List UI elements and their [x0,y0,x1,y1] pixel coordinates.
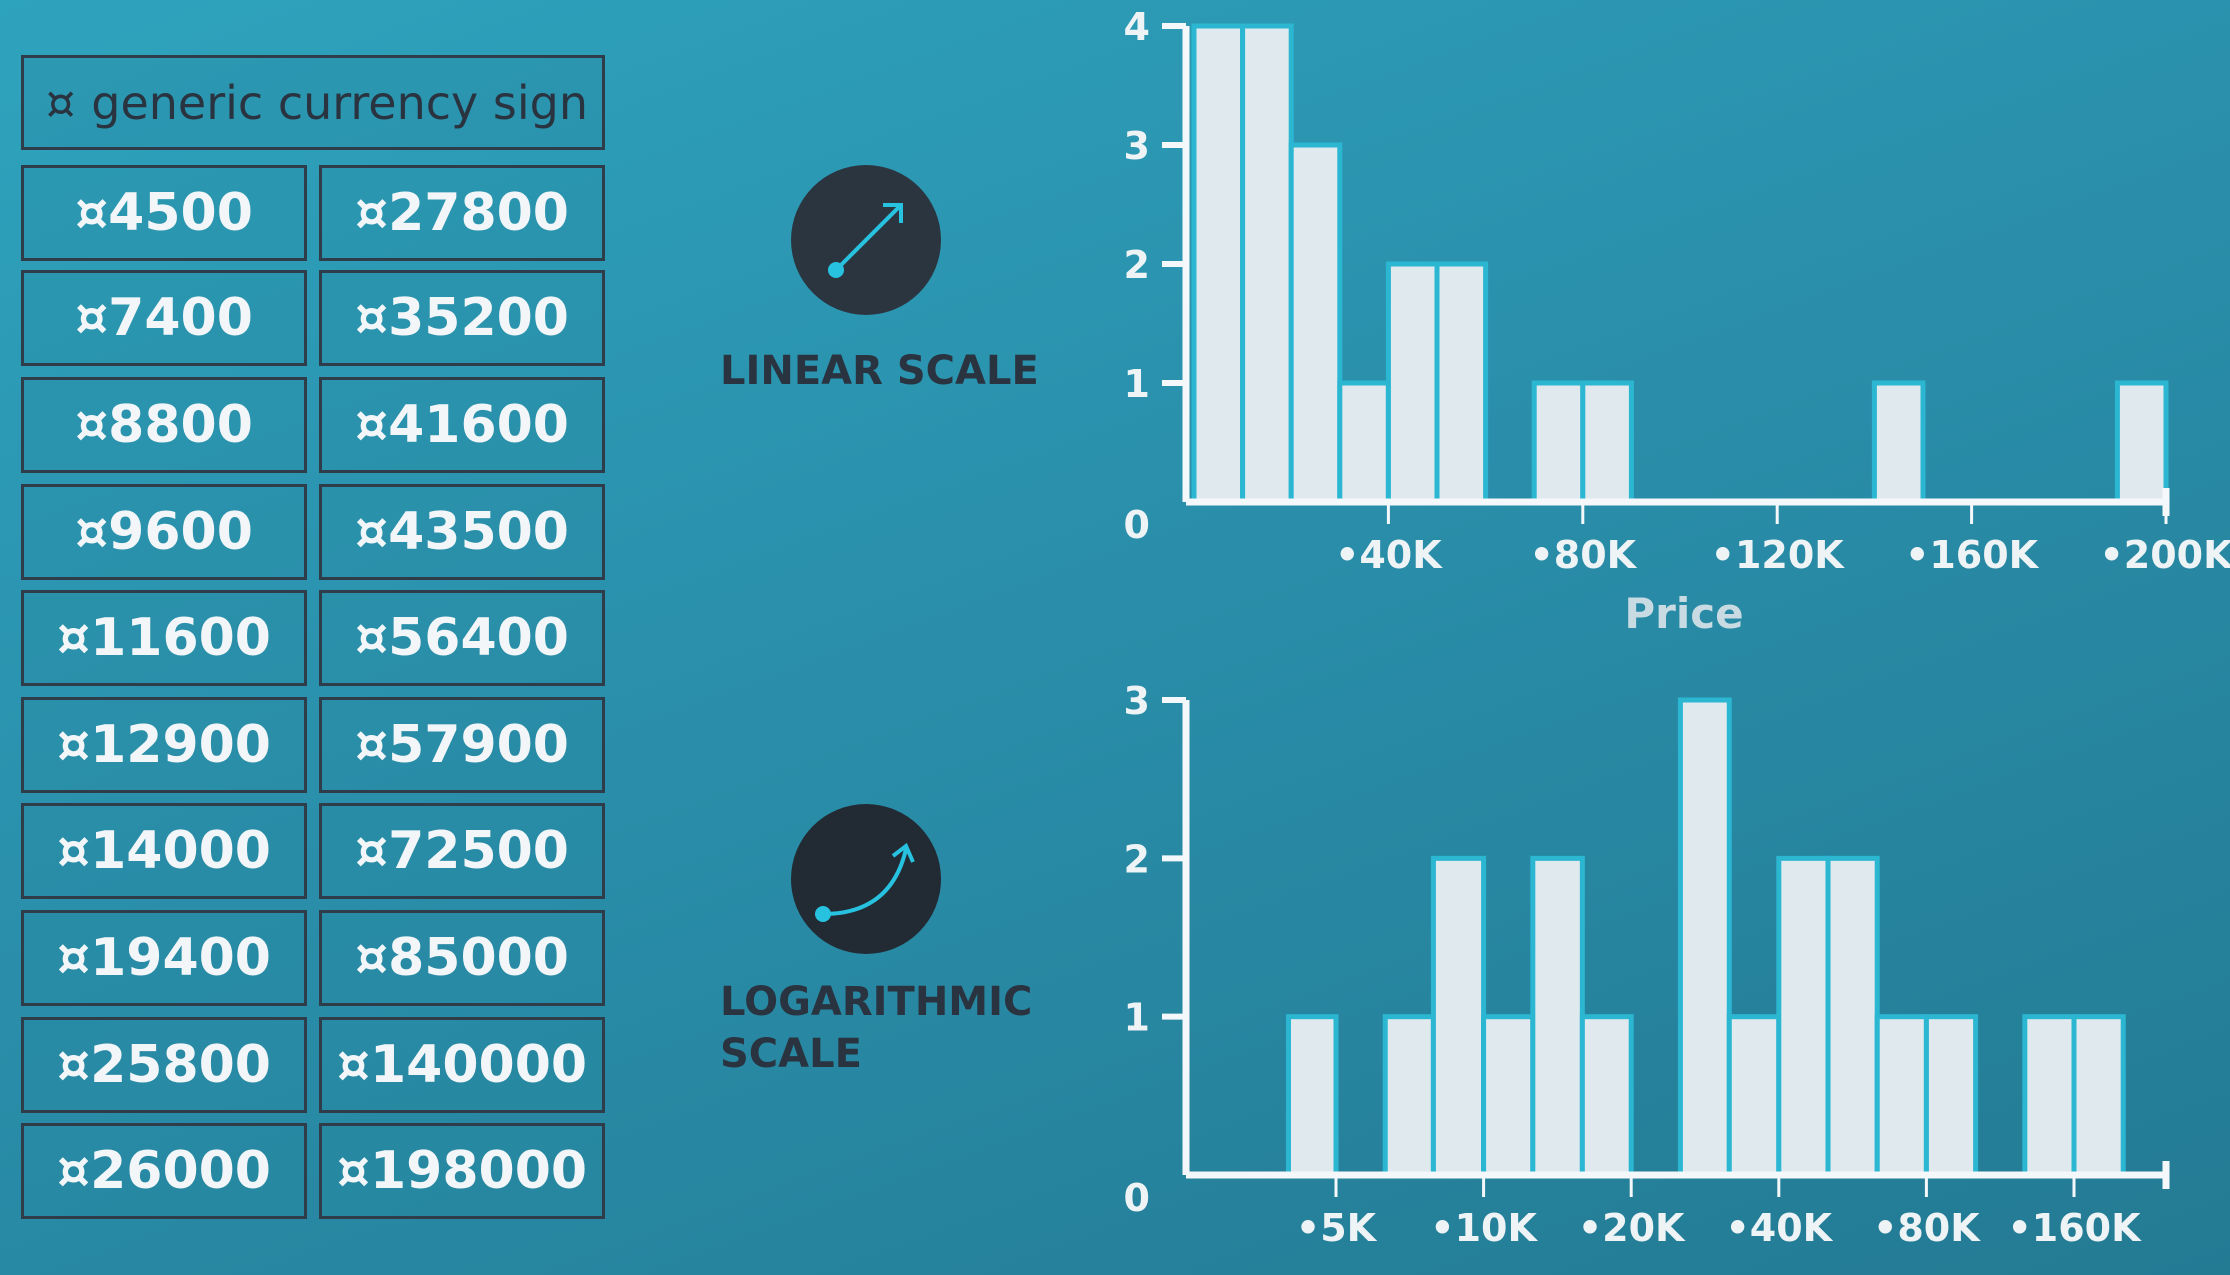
log-histogram-bar [2022,1014,2077,1178]
linear-histogram-y-tick-label: 3 [1124,124,1150,168]
price-cell: ¤25800 [21,1017,307,1113]
log-histogram-bar [1285,1014,1339,1178]
linear-histogram-y-tick-label: 0 [1124,503,1150,547]
log-histogram-bar [1382,1014,1436,1178]
price-cell: ¤8800 [21,377,307,473]
log-histogram-bar [1776,855,1831,1178]
price-cell: ¤26000 [21,1123,307,1219]
linear-scale-label: LINEAR SCALE [720,348,1039,394]
log-histogram-bar [1579,1014,1634,1178]
price-cell: ¤19400 [21,910,307,1006]
linear-histogram-y-tick-label: 2 [1124,243,1150,287]
linear-histogram-y-tick-label: 1 [1124,362,1150,406]
linear-histogram-x-tick-label: •40K [1335,533,1443,577]
price-cell: ¤35200 [319,270,605,366]
price-cell: ¤57900 [319,697,605,793]
linear-histogram-y-tick-label: 4 [1124,5,1150,49]
linear-histogram-bar [1288,142,1343,505]
linear-histogram-bar [1434,261,1489,505]
price-cell: ¤43500 [319,484,605,580]
log-histogram-bar [1530,855,1585,1178]
currency-sign-icon: ¤ [46,75,76,130]
curved-arrow-icon [791,804,941,954]
price-cell: ¤7400 [21,270,307,366]
price-cell: ¤85000 [319,910,605,1006]
linear-arrow-icon [791,165,941,315]
price-cell: ¤198000 [319,1123,605,1219]
linear-histogram-bar [1337,380,1391,505]
linear-histogram-bar [1240,23,1294,505]
linear-histogram-bar [1191,23,1246,505]
log-histogram-bar [1825,855,1880,1178]
linear-histogram-bar [1871,380,1926,505]
log-histogram-x-tick-label: •5K [1296,1206,1378,1250]
linear-histogram-bar [2114,380,2169,505]
log-histogram-x-tick-label: •80K [1873,1206,1981,1250]
linear-histogram-x-axis-title: Price [1624,589,1743,638]
price-cell: ¤12900 [21,697,307,793]
log-histogram-x-tick-label: •160K [2007,1206,2142,1250]
price-cell: ¤14000 [21,803,307,899]
linear-histogram-x-tick-label: •160K [1905,533,2040,577]
linear-histogram-bar [1531,380,1586,505]
log-scale-label-line1: LOGARITHMIC [720,979,1033,1025]
log-histogram-y-tick-label: 1 [1124,996,1150,1040]
log-scale-label-line2: SCALE [720,1031,862,1077]
log-scale-label: LOGARITHMIC SCALE [720,976,1032,1080]
price-cell: ¤41600 [319,377,605,473]
log-histogram-bar [2071,1014,2126,1178]
linear-histogram-x-tick-label: •120K [1711,533,1846,577]
log-histogram-bar [1430,855,1487,1178]
log-histogram-y-tick-label: 0 [1124,1176,1150,1220]
price-cell: ¤27800 [319,165,605,261]
price-cell: ¤11600 [21,590,307,686]
log-histogram-bar [1677,697,1732,1178]
table-header-label: generic currency sign [91,75,588,130]
linear-histogram-x-tick-label: •200K [2099,533,2230,577]
log-histogram-bar [1481,1014,1536,1178]
price-cell: ¤4500 [21,165,307,261]
price-cell: ¤56400 [319,590,605,686]
price-cell: ¤140000 [319,1017,605,1113]
log-histogram-x-tick-label: •40K [1725,1206,1833,1250]
log-histogram-x-tick-label: •10K [1430,1206,1538,1250]
linear-histogram-bar [1385,261,1440,505]
log-histogram-bar [1874,1014,1929,1178]
price-cell: ¤72500 [319,803,605,899]
table-header: ¤ generic currency sign [21,55,605,150]
linear-histogram-x-tick-label: •80K [1529,533,1637,577]
log-histogram-y-tick-label: 3 [1124,679,1150,723]
log-histogram-bar [1923,1014,1979,1178]
log-histogram-y-tick-label: 2 [1124,837,1150,881]
log-histogram-bar [1726,1014,1782,1178]
log-histogram-x-tick-label: •20K [1578,1206,1686,1250]
linear-histogram-bar [1580,380,1634,505]
price-cell: ¤9600 [21,484,307,580]
